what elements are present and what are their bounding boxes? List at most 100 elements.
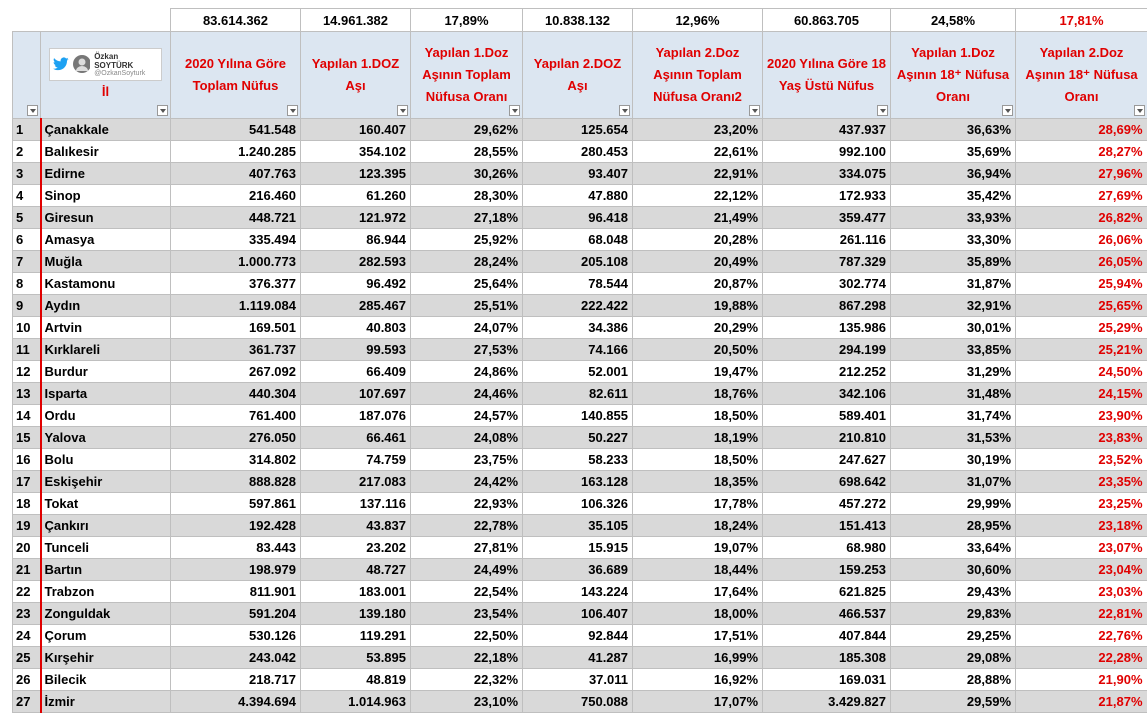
total-cell: 60.863.705 [762,8,891,32]
data-row: 19 Çankırı 192.428 43.837 22,78% 35.105 18,24%… [12,514,1147,537]
value-cell: 47.880 [522,184,633,207]
value-cell: 1.240.285 [170,140,301,163]
data-row: 25 Kırşehir 243.042 53.895 22,18% 41.287 16,99… [12,646,1147,669]
value-cell: 314.802 [170,448,301,471]
value-cell: 68.980 [762,536,891,559]
column-header: Yapılan 1.DOZ Aşı [300,31,411,119]
value-cell: 222.422 [522,294,633,317]
twitter-icon [53,57,69,71]
value-cell: 58.233 [522,448,633,471]
value-cell: 106.326 [522,492,633,515]
row-number: 11 [12,338,41,361]
value-cell: 243.042 [170,646,301,669]
province-name: Isparta [39,382,171,405]
province-name: Bilecik [39,668,171,691]
value-cell: 31,48% [890,382,1016,405]
province-name: İzmir [39,690,171,713]
value-cell: 52.001 [522,360,633,383]
province-name: Ordu [39,404,171,427]
value-cell: 18,19% [632,426,763,449]
data-row: 22 Trabzon 811.901 183.001 22,54% 143.224 17,6… [12,580,1147,603]
value-cell: 21,49% [632,206,763,229]
name-column-title: İl [101,83,110,99]
value-cell: 25,94% [1015,272,1147,295]
total-cell: 10.838.132 [522,8,633,32]
filter-button [509,105,520,116]
data-row: 5 Giresun 448.721 121.972 27,18% 96.418 21,49%… [12,206,1147,229]
row-number: 12 [12,360,41,383]
value-cell: 23,90% [1015,404,1147,427]
province-name: Sinop [39,184,171,207]
value-cell: 22,76% [1015,624,1147,647]
column-header: Yapılan 2.Doz Aşının Toplam Nüfusa Oranı… [632,31,763,119]
value-cell: 23.202 [300,536,411,559]
value-cell: 198.979 [170,558,301,581]
value-cell: 28,88% [890,668,1016,691]
total-cell: 83.614.362 [170,8,301,32]
value-cell: 68.048 [522,228,633,251]
province-name: Trabzon [39,580,171,603]
value-cell: 466.537 [762,602,891,625]
value-cell: 66.409 [300,360,411,383]
value-cell: 25,29% [1015,316,1147,339]
province-name: Giresun [39,206,171,229]
province-name: Bolu [39,448,171,471]
data-row: 9 Aydın 1.119.084 285.467 25,51% 222.422 19,88… [12,294,1147,317]
data-row: 2 Balıkesir 1.240.285 354.102 28,55% 280.453 2… [12,140,1147,163]
value-cell: 407.763 [170,162,301,185]
value-cell: 93.407 [522,162,633,185]
value-cell: 40.803 [300,316,411,339]
value-cell: 334.075 [762,162,891,185]
value-cell: 276.050 [170,426,301,449]
value-cell: 66.461 [300,426,411,449]
row-number: 25 [12,646,41,669]
value-cell: 359.477 [762,206,891,229]
value-cell: 23,10% [410,690,523,713]
value-cell: 31,07% [890,470,1016,493]
value-cell: 74.759 [300,448,411,471]
value-cell: 28,55% [410,140,523,163]
value-cell: 74.166 [522,338,633,361]
column-header-text: Yapılan 1.Doz Aşının 18⁺ Nüfusa Oranı [896,45,1010,104]
value-cell: 107.697 [300,382,411,405]
value-cell: 96.492 [300,272,411,295]
row-number: 16 [12,448,41,471]
value-cell: 24,50% [1015,360,1147,383]
data-row: 15 Yalova 276.050 66.461 24,08% 50.227 18,19% 2… [12,426,1147,449]
filter-button [749,105,760,116]
value-cell: 589.401 [762,404,891,427]
column-header-text: Yapılan 2.Doz Aşının Toplam Nüfusa Oranı… [653,45,742,104]
value-cell: 22,12% [632,184,763,207]
author-name: Özkan SOYTÜRK [94,51,134,70]
value-cell: 33,93% [890,206,1016,229]
value-cell: 192.428 [170,514,301,537]
value-cell: 3.429.827 [762,690,891,713]
value-cell: 86.944 [300,228,411,251]
row-number: 1 [12,118,41,141]
province-name: Tokat [39,492,171,515]
value-cell: 160.407 [300,118,411,141]
value-cell: 26,05% [1015,250,1147,273]
row-number: 7 [12,250,41,273]
value-cell: 29,59% [890,690,1016,713]
avatar [72,55,91,73]
row-number: 14 [12,404,41,427]
total-cell: 24,58% [890,8,1016,32]
row-number: 27 [12,690,41,713]
value-cell: 96.418 [522,206,633,229]
filter-button [397,105,408,116]
column-header: 2020 Yılına Göre Toplam Nüfus [170,31,301,119]
province-name: Yalova [39,426,171,449]
data-row: 7 Muğla 1.000.773 282.593 28,24% 205.108 20,49… [12,250,1147,273]
value-cell: 530.126 [170,624,301,647]
province-name: Kastamonu [39,272,171,295]
province-name: Kırklareli [39,338,171,361]
province-name: Çankırı [39,514,171,537]
row-number-header [12,31,41,119]
filter-button [1002,105,1013,116]
data-row: 18 Tokat 597.861 137.116 22,93% 106.326 17,78%… [12,492,1147,515]
value-cell: 35.105 [522,514,633,537]
value-cell: 17,07% [632,690,763,713]
value-cell: 159.253 [762,558,891,581]
value-cell: 407.844 [762,624,891,647]
